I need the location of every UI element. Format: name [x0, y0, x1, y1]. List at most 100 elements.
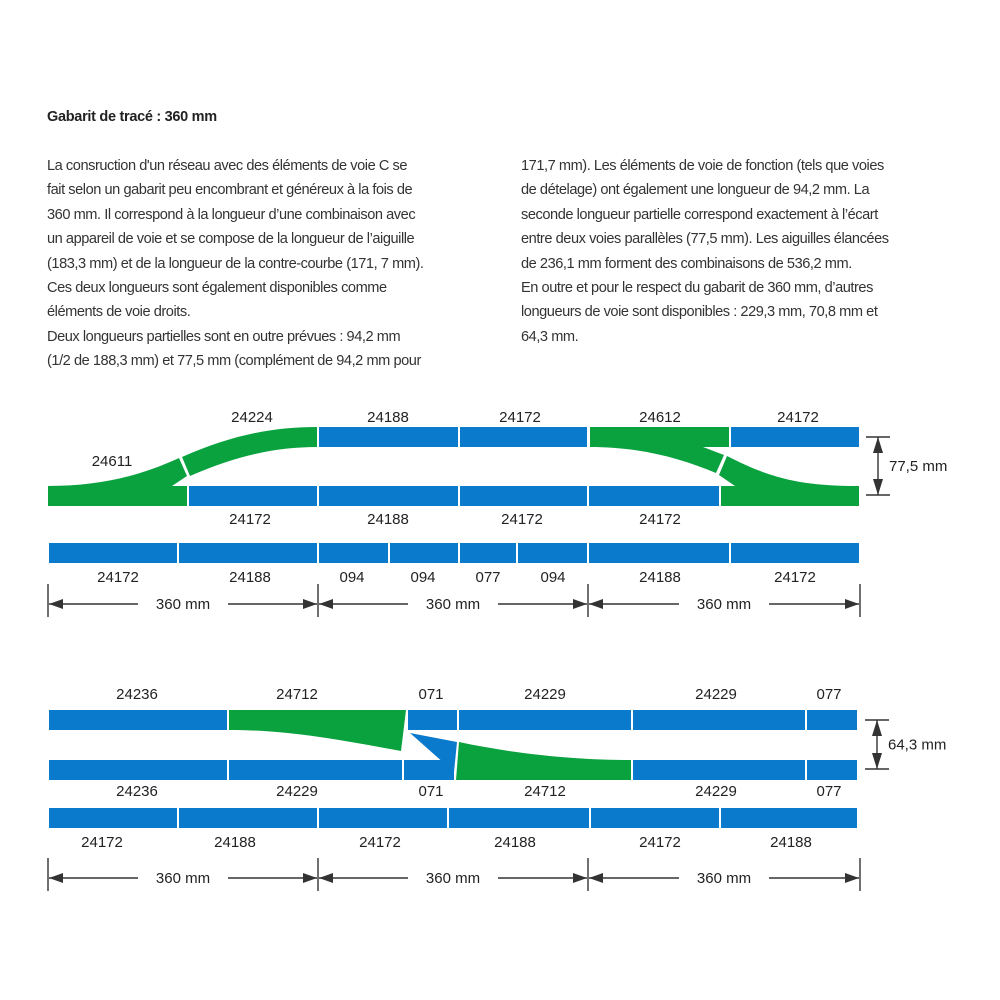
text-line: entre deux voies parallèles (77,5 mm). L… [521, 231, 889, 248]
text-line: Deux longueurs partielles sont en outre … [47, 328, 401, 345]
track-label: 24712 [524, 783, 566, 800]
text-line: (183,3 mm) et de la longueur de la contr… [47, 255, 424, 272]
straight-track [179, 543, 317, 563]
straight-track [591, 808, 719, 828]
dimension-label: 360 mm [156, 870, 210, 887]
track-label: 24172 [97, 569, 139, 586]
track-label: 24172 [777, 409, 819, 426]
straight-track [807, 760, 857, 780]
text-line: 64,3 mm. [521, 328, 579, 345]
curve-24224 [182, 427, 317, 476]
text-line: 360 mm. Il correspond à la longueur d’un… [47, 206, 416, 223]
track-label: 24172 [639, 834, 681, 851]
straight-track [49, 710, 227, 730]
text-line: de dételage) ont également une longueur … [521, 182, 870, 199]
straight-track [179, 808, 317, 828]
straight-track [731, 427, 859, 447]
straight-track [49, 543, 177, 563]
straight-track [408, 710, 457, 730]
diagram-360mm-parallel-77: 24611 24224 24188 24172 24612 24172 24172 24188… [47, 409, 947, 617]
text-line: La consruction d'un réseau avec des élém… [47, 158, 408, 174]
straight-track [589, 486, 719, 506]
dimension-label: 360 mm [156, 596, 210, 613]
straight-track [721, 808, 857, 828]
straight-track [319, 808, 447, 828]
track-label: 24172 [229, 511, 271, 528]
track-label: 24188 [367, 511, 409, 528]
track-label: 24612 [639, 409, 681, 426]
straight-track [807, 710, 857, 730]
track-label: 24188 [229, 569, 271, 586]
straight-track [189, 486, 317, 506]
straight-track [731, 543, 859, 563]
spacing-label: 64,3 mm [888, 737, 946, 754]
straight-track [319, 543, 388, 563]
straight-track [633, 760, 805, 780]
straight-track [404, 760, 454, 780]
track-label: 24229 [524, 686, 566, 703]
track-label: 24172 [774, 569, 816, 586]
paragraph-left: La consruction d'un réseau avec des élém… [47, 154, 424, 374]
straight-track [589, 543, 729, 563]
straight-track [460, 486, 587, 506]
curve-24612 [719, 456, 859, 506]
straight-track [319, 427, 458, 447]
track-label: 24229 [695, 686, 737, 703]
text-line: de 236,1 mm forment des combinaisons de … [521, 255, 852, 272]
dimension-label: 360 mm [697, 596, 751, 613]
track-label: 24188 [770, 834, 812, 851]
track-label: 071 [418, 686, 443, 703]
track-label: 24172 [499, 409, 541, 426]
track-label: 24188 [367, 409, 409, 426]
paragraph-right: 171,7 mm). Les éléments de voie de fonct… [521, 154, 889, 349]
track-label: 24188 [214, 834, 256, 851]
track-label: 24188 [494, 834, 536, 851]
track-label: 24712 [276, 686, 318, 703]
straight-track [518, 543, 587, 563]
track-label: 24172 [501, 511, 543, 528]
dimension-label: 360 mm [426, 870, 480, 887]
text-line: En outre et pour le respect du gabarit d… [521, 279, 873, 296]
track-label: 24224 [231, 409, 273, 426]
spacing-label: 77,5 mm [889, 458, 947, 475]
straight-track [633, 710, 805, 730]
straight-track [49, 760, 227, 780]
dimension-label: 360 mm [426, 596, 480, 613]
straight-track [319, 486, 458, 506]
track-label: 24236 [116, 686, 158, 703]
switch-24712 [456, 742, 631, 780]
track-label: 24188 [639, 569, 681, 586]
switch-24611 [48, 458, 187, 506]
track-label: 24172 [639, 511, 681, 528]
track-label: 24611 [92, 453, 133, 470]
straight-track [460, 427, 587, 447]
track-label: 24229 [695, 783, 737, 800]
dimension-arrow [872, 720, 882, 769]
track-label: 094 [540, 569, 565, 586]
crossing-071 [410, 733, 457, 772]
track-label: 24229 [276, 783, 318, 800]
heading: Gabarit de tracé : 360 mm [47, 109, 217, 125]
track-label: 24172 [359, 834, 401, 851]
straight-track [49, 808, 177, 828]
track-label: 077 [816, 686, 841, 703]
straight-track [390, 543, 458, 563]
dimension-arrow [873, 437, 883, 495]
diagram-360mm-parallel-64: 24236 24712 071 24229 24229 077 24236 24229 071 2… [47, 686, 946, 891]
text-line: un appareil de voie et se compose de la … [47, 231, 415, 248]
track-label: 24172 [81, 834, 123, 851]
track-label: 094 [339, 569, 364, 586]
switch-24712 [229, 710, 406, 751]
track-label: 077 [816, 783, 841, 800]
track-label: 077 [475, 569, 500, 586]
track-label: 094 [410, 569, 435, 586]
text-line: 171,7 mm). Les éléments de voie de fonct… [521, 158, 884, 174]
text-line: éléments de voie droits. [47, 304, 191, 321]
text-line: (1/2 de 188,3 mm) et 77,5 mm (complément… [47, 353, 421, 370]
track-label: 24236 [116, 783, 158, 800]
straight-track [460, 543, 516, 563]
track-label: 071 [418, 783, 443, 800]
straight-track [229, 760, 402, 780]
